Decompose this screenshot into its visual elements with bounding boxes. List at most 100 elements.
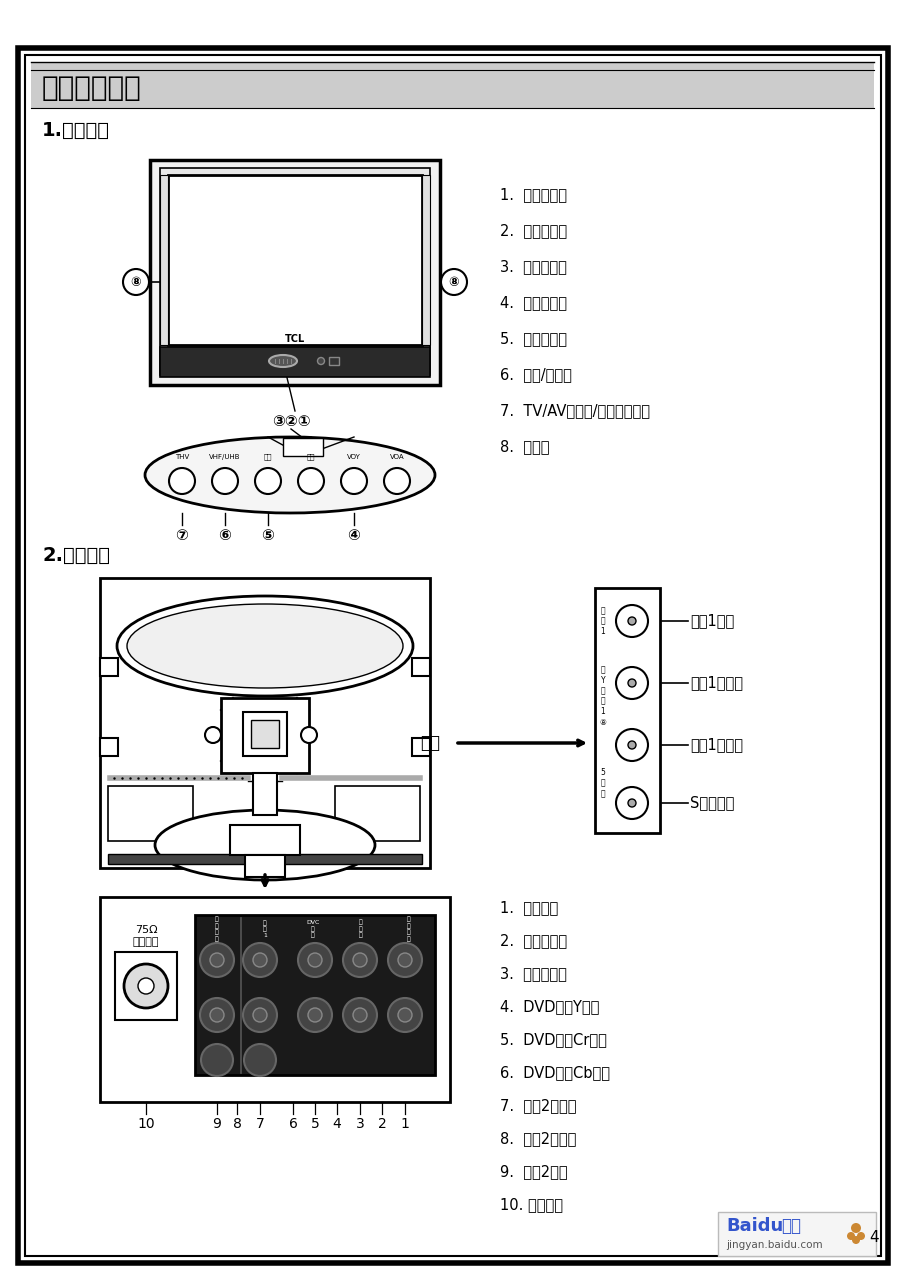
- Circle shape: [124, 964, 168, 1009]
- Text: 2.主机背板: 2.主机背板: [42, 545, 110, 564]
- Ellipse shape: [145, 436, 435, 513]
- Bar: [160, 168, 430, 375]
- Text: 6: 6: [289, 1117, 297, 1132]
- Circle shape: [628, 617, 636, 625]
- Text: 8.  音频2左输入: 8. 音频2左输入: [500, 1132, 576, 1147]
- Text: 4: 4: [333, 1117, 342, 1132]
- Circle shape: [298, 998, 332, 1032]
- Ellipse shape: [127, 604, 403, 689]
- Circle shape: [384, 468, 410, 494]
- Circle shape: [353, 1009, 367, 1021]
- Bar: [412, 658, 430, 676]
- Circle shape: [210, 954, 224, 966]
- Bar: [100, 897, 450, 1102]
- Circle shape: [343, 943, 377, 977]
- Text: VHF/UHB: VHF/UHB: [209, 454, 241, 460]
- Text: 频
道
1: 频 道 1: [601, 607, 605, 636]
- Circle shape: [628, 678, 636, 687]
- Circle shape: [616, 605, 648, 637]
- Bar: [221, 698, 309, 773]
- Bar: [100, 579, 430, 868]
- Bar: [412, 739, 430, 756]
- Circle shape: [308, 1009, 322, 1021]
- Text: 2: 2: [378, 1117, 386, 1132]
- Bar: [253, 773, 277, 815]
- Text: 节
目
频
道: 节 目 频 道: [407, 916, 411, 942]
- Bar: [422, 175, 430, 346]
- Text: ⑧: ⑧: [448, 275, 459, 288]
- Bar: [245, 855, 285, 877]
- Text: ⑧: ⑧: [130, 275, 141, 288]
- Text: TCL: TCL: [284, 334, 305, 344]
- Text: 10. 天线输入: 10. 天线输入: [500, 1198, 563, 1212]
- Circle shape: [253, 954, 267, 966]
- Bar: [160, 347, 430, 378]
- Text: 5.  DVD分量Cr输入: 5. DVD分量Cr输入: [500, 1033, 607, 1047]
- Text: 节
目
频
道: 节 目 频 道: [215, 916, 219, 942]
- Text: 左
Y
音
频
1
⑧: 左 Y 音 频 1 ⑧: [600, 666, 606, 727]
- Text: 5: 5: [311, 1117, 320, 1132]
- Circle shape: [123, 269, 149, 294]
- Bar: [100, 739, 118, 756]
- Text: 频
道
1: 频 道 1: [263, 920, 267, 938]
- Circle shape: [616, 787, 648, 819]
- Text: 3.  遥控接收窗: 3. 遥控接收窗: [500, 260, 567, 274]
- Circle shape: [200, 998, 234, 1032]
- Bar: [31, 61, 874, 108]
- Circle shape: [210, 1009, 224, 1021]
- Text: S端子输入: S端子输入: [690, 795, 735, 810]
- Text: 音
频
道: 音 频 道: [359, 920, 363, 938]
- Ellipse shape: [269, 355, 297, 367]
- Circle shape: [308, 954, 322, 966]
- Bar: [240, 916, 241, 1073]
- Text: 7.  TV/AV（电视/视频）选择键: 7. TV/AV（电视/视频）选择键: [500, 403, 650, 419]
- Bar: [150, 160, 440, 385]
- Circle shape: [616, 667, 648, 699]
- Text: ⑤: ⑤: [262, 527, 275, 543]
- Text: 台号: 台号: [264, 453, 272, 461]
- Circle shape: [353, 954, 367, 966]
- Text: VOY: VOY: [347, 454, 361, 460]
- Text: 4.  DVD分量Y输入: 4. DVD分量Y输入: [500, 1000, 600, 1015]
- Text: 选节: 选节: [307, 453, 315, 461]
- Text: 4.  节目选择键: 4. 节目选择键: [500, 296, 567, 311]
- Text: 3: 3: [356, 1117, 364, 1132]
- Circle shape: [169, 468, 195, 494]
- Text: 2.  待机指示灯: 2. 待机指示灯: [500, 224, 567, 238]
- Circle shape: [343, 998, 377, 1032]
- Circle shape: [847, 1231, 855, 1240]
- Circle shape: [317, 357, 324, 365]
- Bar: [115, 952, 177, 1020]
- Circle shape: [243, 998, 277, 1032]
- Bar: [195, 915, 435, 1075]
- Circle shape: [200, 943, 234, 977]
- Circle shape: [388, 943, 422, 977]
- Text: 5
端
子: 5 端 子: [601, 768, 605, 797]
- Text: 经验: 经验: [781, 1217, 801, 1235]
- Text: 1: 1: [400, 1117, 410, 1132]
- Bar: [718, 1212, 876, 1256]
- Bar: [230, 826, 300, 855]
- Circle shape: [398, 1009, 412, 1021]
- Text: 天线输入: 天线输入: [133, 937, 159, 947]
- Text: 10: 10: [137, 1117, 155, 1132]
- Circle shape: [441, 269, 467, 294]
- Text: 3.  音频左输出: 3. 音频左输出: [500, 966, 567, 982]
- Circle shape: [255, 468, 281, 494]
- Text: 五、外观图解: 五、外观图解: [42, 74, 141, 102]
- Circle shape: [253, 1009, 267, 1021]
- Circle shape: [341, 468, 367, 494]
- Text: 1.  视频输出: 1. 视频输出: [500, 901, 558, 915]
- Circle shape: [205, 727, 221, 742]
- Text: ④: ④: [348, 527, 361, 543]
- Circle shape: [244, 1044, 276, 1076]
- Text: 9.  视频2输入: 9. 视频2输入: [500, 1165, 568, 1179]
- Ellipse shape: [117, 596, 413, 696]
- Bar: [160, 175, 168, 346]
- Text: 8: 8: [233, 1117, 241, 1132]
- Text: 7.  音频2右输入: 7. 音频2右输入: [500, 1098, 576, 1114]
- Text: 1.主机面板: 1.主机面板: [42, 120, 110, 140]
- Circle shape: [398, 954, 412, 966]
- Text: THV: THV: [175, 454, 189, 460]
- Bar: [595, 588, 660, 833]
